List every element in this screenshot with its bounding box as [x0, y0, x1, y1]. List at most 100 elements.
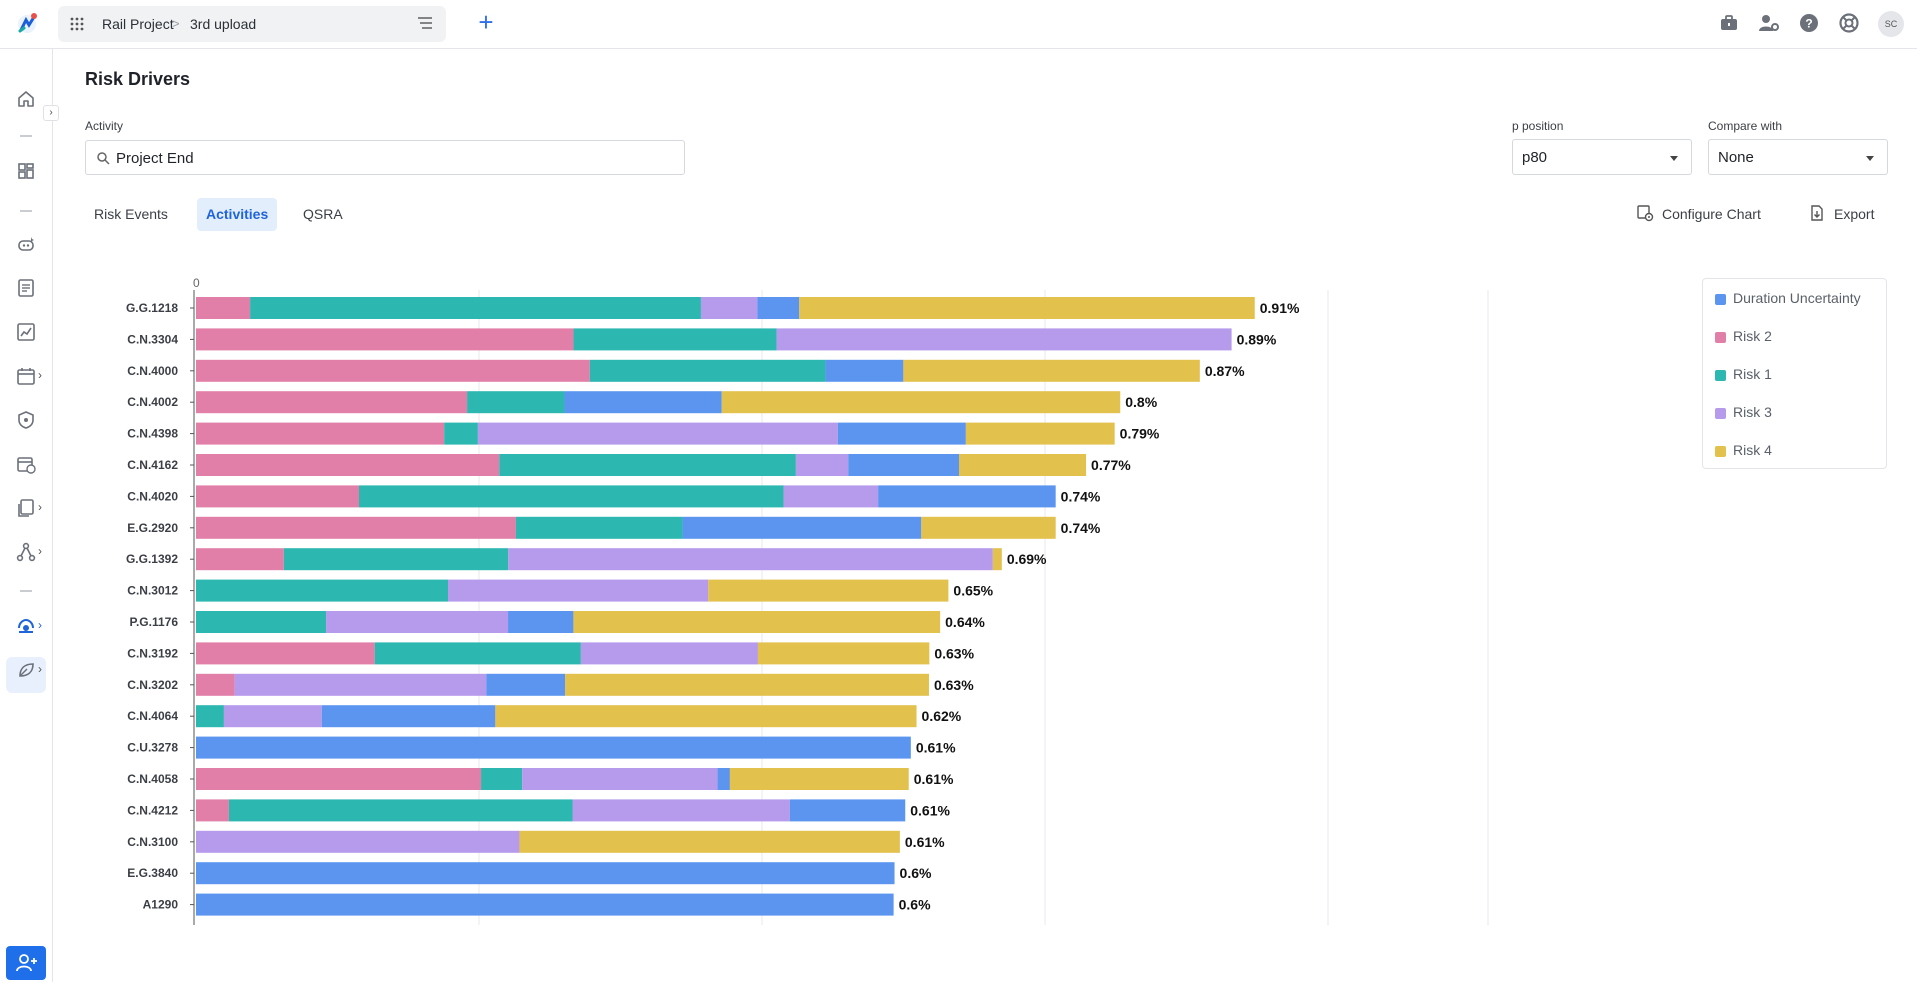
tab-qsra[interactable]: QSRA [303, 206, 343, 222]
support-lifebuoy-icon[interactable] [1838, 12, 1860, 34]
bar-segment[interactable] [783, 485, 879, 508]
briefcase-icon[interactable] [1718, 12, 1740, 34]
bar-segment[interactable] [508, 548, 993, 571]
analytics-chart-icon[interactable] [15, 321, 37, 343]
bar-segment[interactable] [477, 422, 838, 445]
compare-with-select[interactable]: None [1708, 139, 1888, 175]
invite-user-button[interactable] [6, 946, 46, 980]
bar-segment[interactable] [573, 328, 777, 351]
activity-search-input[interactable]: Project End [85, 140, 685, 175]
bar-segment[interactable] [444, 422, 478, 445]
chevron-right-icon[interactable]: › [38, 368, 42, 382]
bar-segment[interactable] [903, 359, 1200, 382]
bar-segment[interactable] [196, 328, 574, 351]
bar-segment[interactable] [729, 768, 909, 790]
bar-segment[interactable] [196, 799, 229, 822]
risk-analysis-icon[interactable] [15, 615, 37, 637]
bar-segment[interactable] [825, 359, 904, 382]
bar-segment[interactable] [958, 454, 1087, 476]
chevron-right-icon[interactable]: › [38, 500, 42, 514]
bar-segment[interactable] [572, 799, 790, 822]
bar-segment[interactable] [196, 736, 911, 759]
bar-segment[interactable] [700, 297, 758, 319]
add-tab-button[interactable]: + [478, 7, 494, 37]
bar-segment[interactable] [196, 705, 224, 728]
bar-segment[interactable] [789, 799, 906, 822]
bar-segment[interactable] [486, 673, 566, 696]
sidebar-expand-icon[interactable]: › [43, 105, 59, 121]
bar-segment[interactable] [508, 611, 574, 633]
ai-assistant-icon[interactable] [15, 233, 37, 255]
filter-menu-icon[interactable] [418, 17, 432, 29]
bar-segment[interactable] [196, 454, 500, 476]
shield-icon[interactable] [15, 409, 37, 431]
bar-segment[interactable] [589, 359, 826, 382]
p-position-select[interactable]: p80 [1512, 139, 1692, 175]
bar-segment[interactable] [573, 611, 941, 633]
breadcrumb-upload[interactable]: 3rd upload [190, 16, 257, 32]
bar-segment[interactable] [374, 642, 581, 665]
bar-segment[interactable] [196, 422, 445, 445]
bar-segment[interactable] [878, 485, 1056, 508]
bar-segment[interactable] [196, 768, 482, 790]
chevron-right-icon[interactable]: › [38, 662, 42, 676]
bar-segment[interactable] [564, 391, 722, 414]
help-icon[interactable]: ? [1798, 12, 1820, 34]
bar-segment[interactable] [721, 391, 1121, 414]
bar-segment[interactable] [196, 548, 284, 571]
bar-segment[interactable] [776, 328, 1232, 351]
bar-segment[interactable] [708, 579, 949, 602]
bar-segment[interactable] [795, 454, 849, 476]
bar-segment[interactable] [196, 579, 449, 602]
bar-segment[interactable] [848, 454, 959, 476]
project-breadcrumb-box[interactable]: Rail Project > 3rd upload [58, 6, 446, 42]
dashboard-icon[interactable] [15, 160, 37, 182]
bar-segment[interactable] [495, 705, 917, 728]
bar-segment[interactable] [321, 705, 496, 728]
bar-segment[interactable] [196, 391, 468, 414]
document-icon[interactable] [15, 277, 37, 299]
chevron-right-icon[interactable]: › [38, 544, 42, 558]
bar-segment[interactable] [921, 516, 1056, 539]
bar-segment[interactable] [448, 579, 709, 602]
reports-copy-icon[interactable] [15, 497, 37, 519]
bar-segment[interactable] [522, 768, 718, 790]
bar-segment[interactable] [196, 359, 590, 382]
bar-segment[interactable] [467, 391, 565, 414]
bar-segment[interactable] [717, 768, 730, 790]
bar-segment[interactable] [228, 799, 573, 822]
tab-risk-events[interactable]: Risk Events [94, 206, 168, 222]
bar-segment[interactable] [196, 893, 894, 916]
bar-segment[interactable] [565, 673, 929, 696]
bar-segment[interactable] [326, 611, 509, 633]
bar-segment[interactable] [515, 516, 683, 539]
bar-segment[interactable] [519, 830, 900, 853]
bar-segment[interactable] [499, 454, 796, 476]
bar-segment[interactable] [196, 862, 895, 885]
bar-segment[interactable] [757, 297, 800, 319]
bar-segment[interactable] [992, 548, 1002, 571]
bar-segment[interactable] [799, 297, 1255, 319]
bar-segment[interactable] [196, 611, 327, 633]
schedule-calendar-icon[interactable] [15, 365, 37, 387]
bar-segment[interactable] [196, 297, 251, 319]
bar-segment[interactable] [359, 485, 784, 508]
home-icon[interactable] [15, 88, 37, 110]
activity-search-value[interactable]: Project End [116, 150, 194, 167]
bar-segment[interactable] [580, 642, 758, 665]
bar-segment[interactable] [481, 768, 523, 790]
tab-activities[interactable]: Activities [197, 198, 278, 231]
bar-segment[interactable] [196, 485, 360, 508]
bar-segment[interactable] [223, 705, 322, 728]
apps-grid-icon[interactable] [70, 17, 84, 31]
app-logo-icon[interactable] [12, 8, 42, 38]
chevron-right-icon[interactable]: › [38, 618, 42, 632]
bar-segment[interactable] [682, 516, 922, 539]
calendar-clock-icon[interactable] [15, 453, 37, 475]
bar-segment[interactable] [283, 548, 509, 571]
bar-segment[interactable] [757, 642, 930, 665]
bar-segment[interactable] [965, 422, 1115, 445]
bar-segment[interactable] [196, 830, 520, 853]
bar-segment[interactable] [196, 673, 235, 696]
bar-segment[interactable] [837, 422, 966, 445]
